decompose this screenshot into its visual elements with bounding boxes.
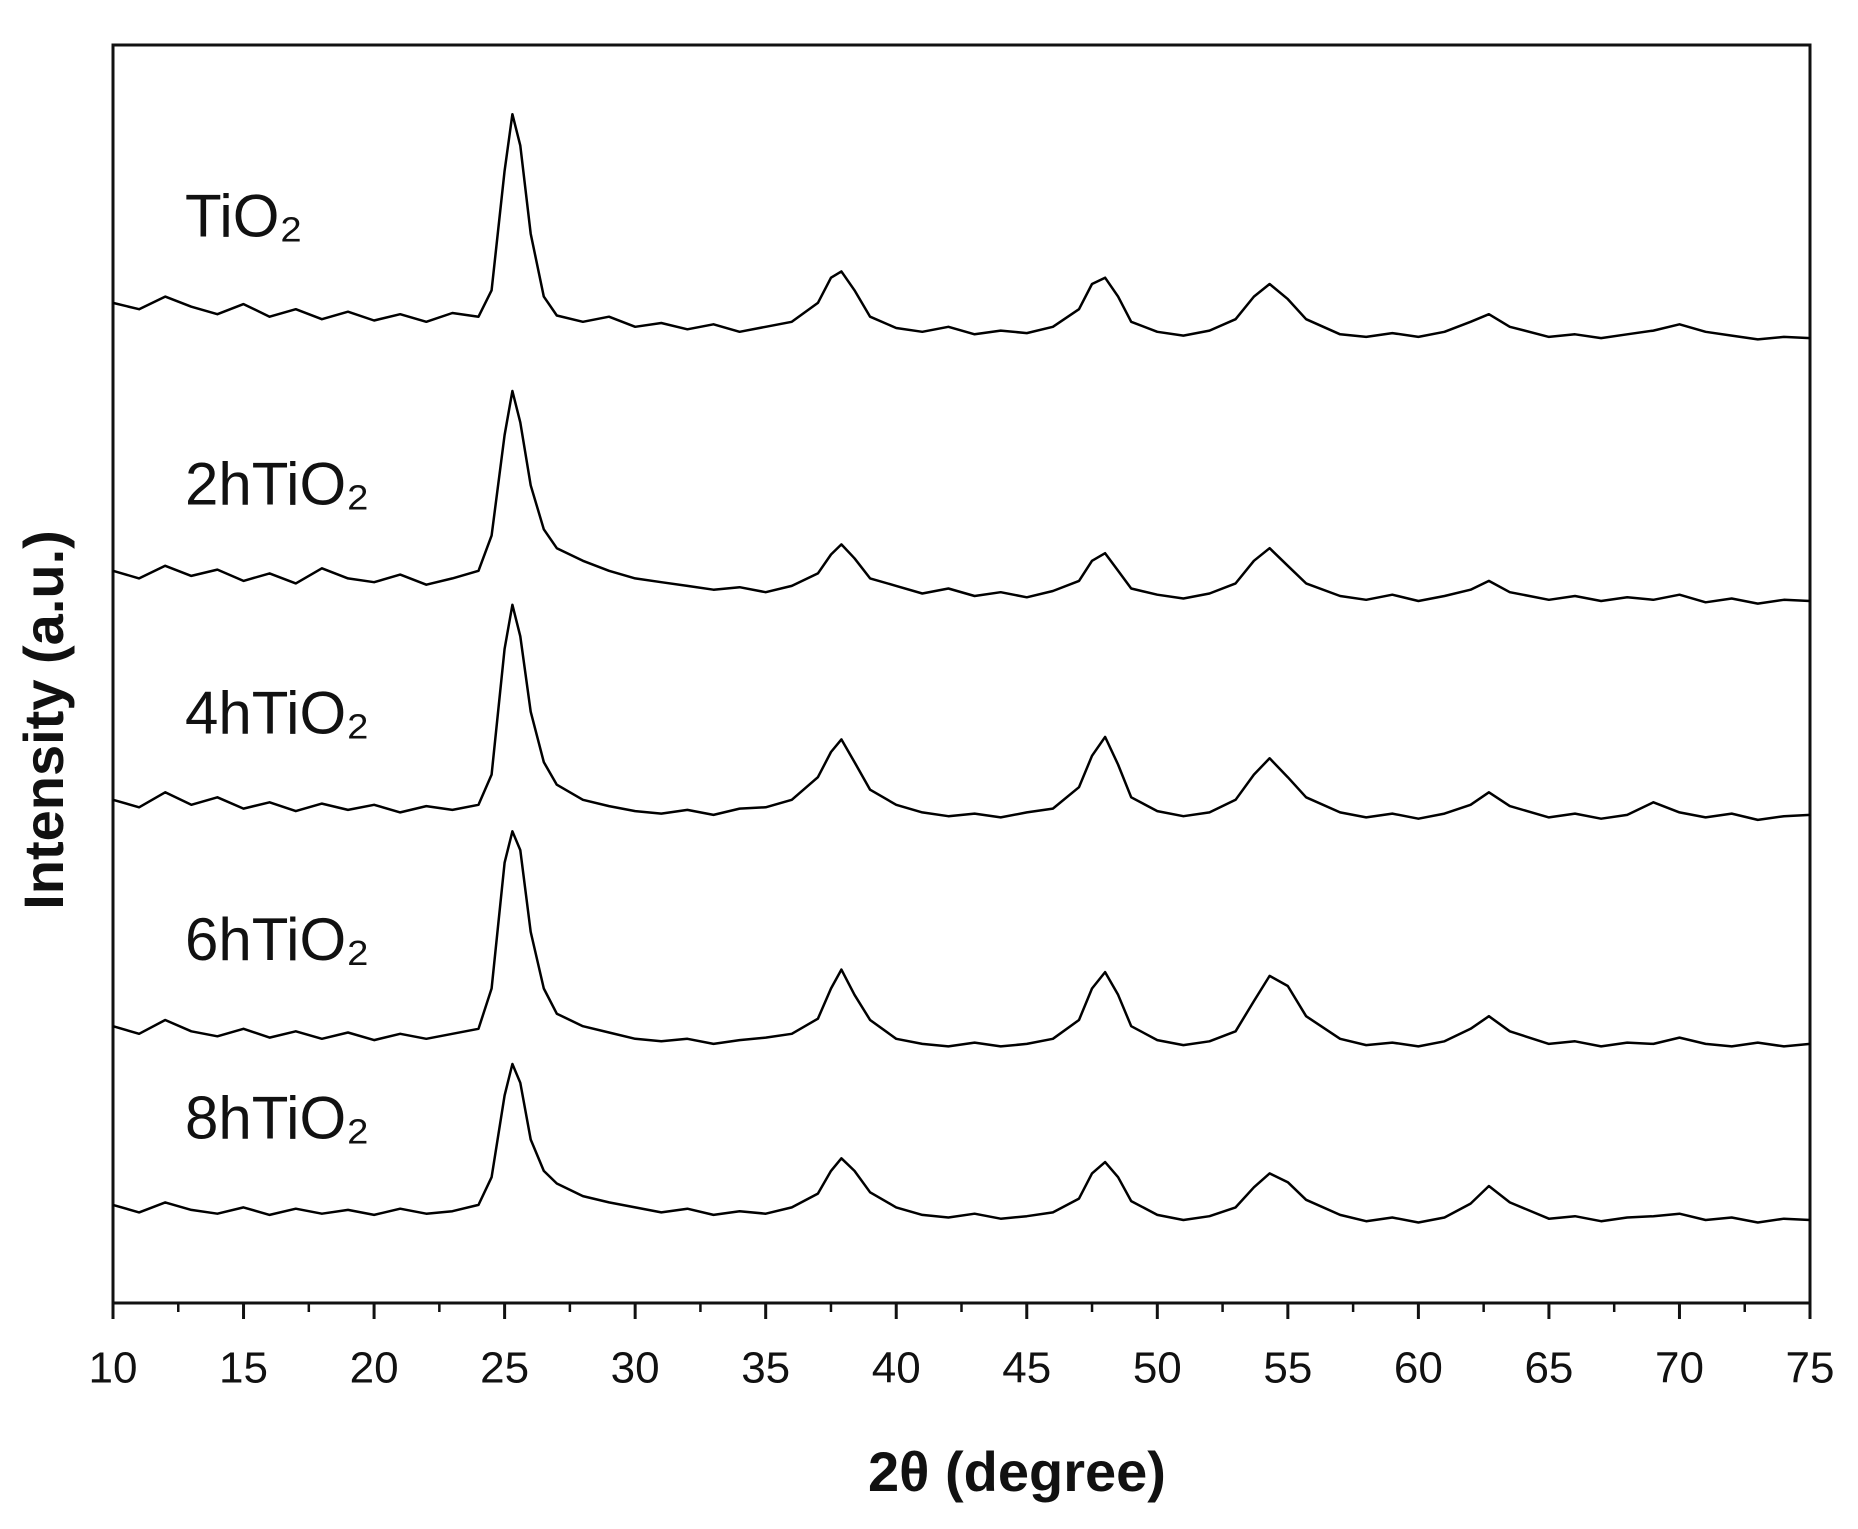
series-label: 6hTiO₂ <box>185 906 369 973</box>
series-label: 8hTiO₂ <box>185 1085 369 1152</box>
x-tick-label: 45 <box>1002 1344 1051 1393</box>
series-label: 2hTiO₂ <box>185 451 369 518</box>
y-axis-title: Intensity (a.u.) <box>12 530 75 910</box>
x-tick-label: 35 <box>741 1344 790 1393</box>
series-line <box>112 112 1811 341</box>
x-tick-label: 15 <box>219 1344 268 1393</box>
x-tick-label: 10 <box>89 1344 138 1393</box>
x-tick-label: 75 <box>1786 1344 1835 1393</box>
x-tick-label: 30 <box>611 1344 660 1393</box>
series-label: 4hTiO₂ <box>185 680 369 747</box>
series-label: TiO₂ <box>185 183 303 250</box>
series-line <box>112 830 1811 1048</box>
x-tick-label: 40 <box>872 1344 921 1393</box>
x-tick-label: 50 <box>1133 1344 1182 1393</box>
x-tick-label: 60 <box>1394 1344 1443 1393</box>
x-tick-label: 20 <box>350 1344 399 1393</box>
x-tick-label: 55 <box>1263 1344 1312 1393</box>
series-line <box>112 603 1811 822</box>
x-tick-label: 70 <box>1655 1344 1704 1393</box>
x-tick-label: 65 <box>1524 1344 1573 1393</box>
x-tick-label: 25 <box>480 1344 529 1393</box>
series-line <box>112 389 1811 605</box>
series-line <box>112 1062 1811 1224</box>
x-axis-title: 2θ (degree) <box>868 1440 1166 1503</box>
